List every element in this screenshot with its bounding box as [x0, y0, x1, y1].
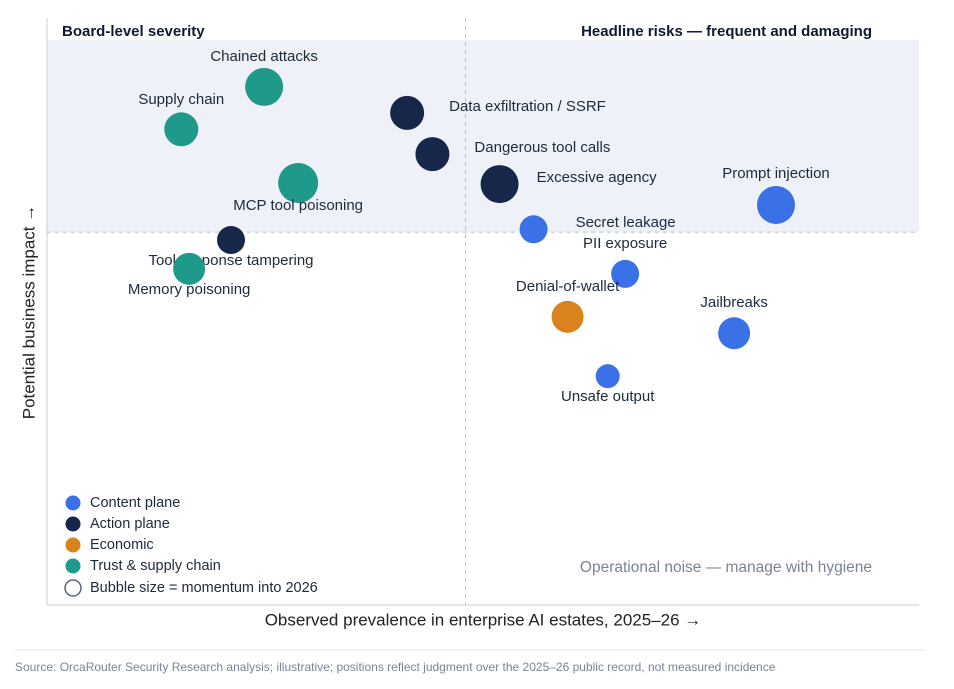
bubble-label: MCP tool poisoning	[233, 197, 363, 214]
bubble-label: Tool-response tampering	[148, 252, 313, 269]
bubble	[480, 165, 519, 204]
legend-marker	[65, 516, 81, 532]
size-legend: Bubble size = momentum into 2026	[90, 580, 318, 596]
bubble	[278, 162, 319, 203]
bubble-label: Chained attacks	[210, 48, 318, 65]
size-legend-marker	[64, 579, 82, 597]
legend-label: Economic	[90, 537, 154, 553]
bubble	[611, 259, 640, 288]
bubble-label: Supply chain	[138, 91, 224, 108]
bubble	[595, 364, 620, 389]
legend-marker	[65, 537, 81, 553]
bubble-label: Denial-of-wallet	[516, 278, 620, 295]
bubble	[756, 185, 795, 224]
bubble	[173, 252, 206, 285]
bubble	[216, 226, 245, 255]
bubble	[245, 67, 284, 106]
y-axis-label: Potential business impact →	[19, 205, 38, 420]
x-axis-label: Observed prevalence in enterprise AI est…	[265, 610, 702, 629]
bubble-label: Jailbreaks	[700, 294, 768, 311]
bubble	[164, 112, 199, 147]
bubble-label: Secret leakage	[576, 214, 676, 231]
bubble-label: Prompt injection	[722, 165, 830, 182]
bubble-label: Excessive agency	[537, 169, 658, 186]
bubble	[519, 215, 548, 244]
legend-label: Trust & supply chain	[90, 558, 221, 574]
legend-marker	[65, 558, 81, 574]
bubble	[415, 137, 450, 172]
bubble	[390, 95, 425, 130]
source: Source: OrcaRouter Security Research ana…	[15, 660, 776, 674]
legend-label: Content plane	[90, 495, 180, 511]
quadrant-label: Headline risks — frequent and damaging	[581, 23, 872, 40]
quadrant-label: Operational noise — manage with hygiene	[580, 559, 872, 576]
bubble-label: Data exfiltration / SSRF	[449, 98, 606, 115]
legend-label: Action plane	[90, 516, 170, 532]
bubble-label: Memory poisoning	[128, 281, 251, 298]
bubble	[718, 317, 751, 350]
bubble-label: Dangerous tool calls	[474, 139, 610, 156]
bubble	[551, 300, 584, 333]
bubble-label: PII exposure	[583, 235, 667, 252]
quadrant-label: Board-level severity	[62, 23, 205, 40]
bubble-label: Unsafe output	[561, 388, 655, 405]
legend-marker	[65, 495, 81, 511]
